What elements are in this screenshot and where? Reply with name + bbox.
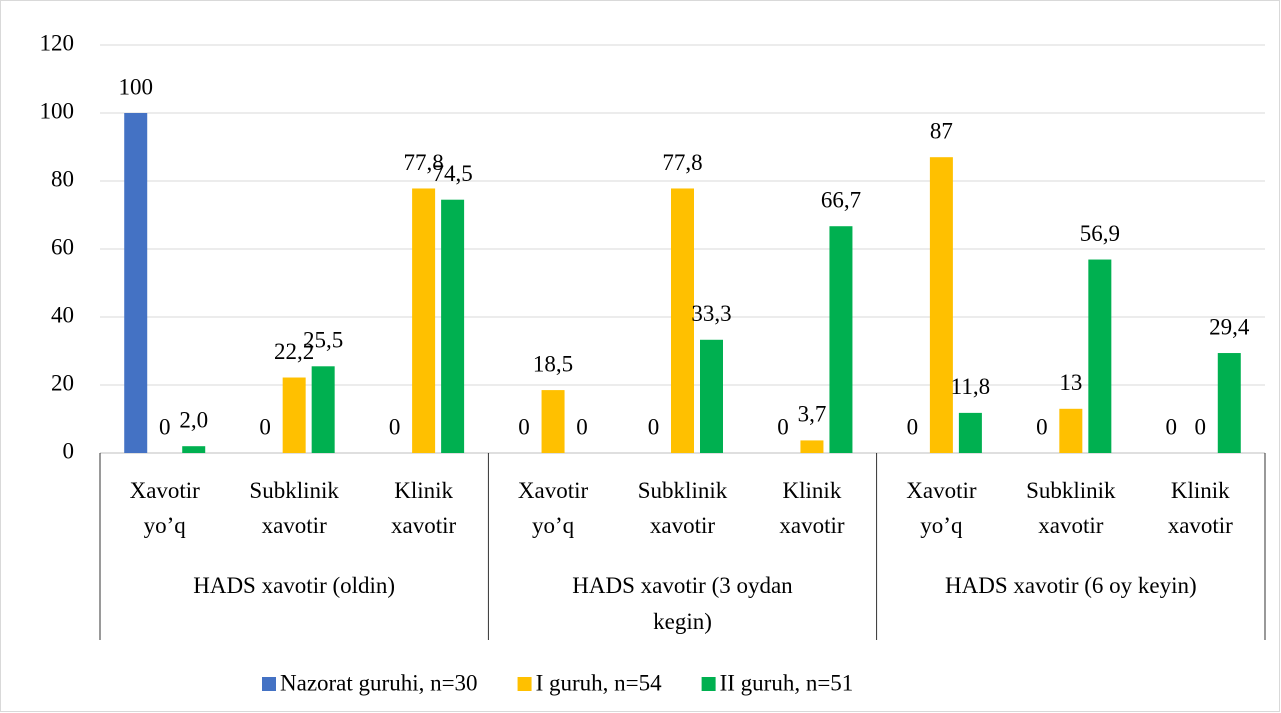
- data-label: 0: [259, 414, 271, 439]
- y-tick-label: 20: [51, 370, 74, 395]
- x-tick-label-line: Subklinik: [249, 478, 339, 503]
- group-label-line: HADS xavotir (6 oy keyin): [945, 573, 1197, 598]
- y-tick-label: 0: [63, 438, 75, 463]
- data-label: 77,8: [403, 150, 443, 175]
- x-tick-label-line: Xavotir: [906, 478, 977, 503]
- data-label: 29,4: [1209, 314, 1250, 339]
- data-label: 3,7: [798, 402, 827, 427]
- data-label: 18,5: [533, 351, 573, 376]
- data-label: 74,5: [432, 161, 472, 186]
- data-label: 11,8: [951, 374, 990, 399]
- x-tick-label: Xavotir yo’q: [130, 478, 201, 538]
- x-tick-label: Klinik xavotir: [391, 478, 456, 538]
- legend-label: I guruh, n=54: [536, 670, 663, 695]
- bar: [182, 446, 206, 453]
- x-tick-label-line: xavotir: [779, 513, 844, 538]
- x-tick-label-line: xavotir: [650, 513, 715, 538]
- x-tick-label: Klinik xavotir: [779, 478, 844, 538]
- x-tick-label: Xavotir yo’q: [906, 478, 977, 538]
- y-tick-label: 40: [51, 302, 74, 327]
- x-tick-label-line: yo’q: [532, 513, 575, 538]
- bar: [1088, 259, 1112, 453]
- data-label: 66,7: [821, 188, 861, 213]
- bar: [124, 113, 148, 453]
- data-label: 0: [907, 414, 919, 439]
- group-label: HADS xavotir (3 oydan kegin): [572, 573, 793, 634]
- x-tick-label-line: xavotir: [262, 513, 327, 538]
- data-label: 77,8: [662, 150, 702, 175]
- group-label-line: HADS xavotir (3 oydan: [572, 573, 793, 598]
- x-tick-label: Subklinik xavotir: [249, 478, 339, 538]
- data-label: 0: [1036, 414, 1048, 439]
- legend-label: Nazorat guruhi, n=30: [280, 670, 478, 695]
- bar: [412, 188, 436, 454]
- data-label: 0: [576, 414, 588, 439]
- x-tick-label-line: Xavotir: [130, 478, 201, 503]
- data-label: 87: [930, 118, 953, 143]
- bar: [282, 377, 306, 453]
- data-label: 0: [159, 414, 171, 439]
- legend-swatch: [701, 677, 716, 691]
- group-label-line: HADS xavotir (oldin): [193, 573, 395, 598]
- data-label: 0: [777, 414, 789, 439]
- data-label: 56,9: [1080, 221, 1120, 246]
- legend-swatch: [262, 677, 276, 691]
- y-tick-label: 60: [51, 234, 74, 259]
- bar: [1217, 353, 1241, 453]
- x-tick-label-line: Klinik: [394, 478, 453, 503]
- bar: [671, 188, 694, 454]
- data-label: 0: [1166, 414, 1178, 439]
- data-label: 13: [1059, 370, 1082, 395]
- x-tick-label-line: xavotir: [1038, 513, 1103, 538]
- x-tick-label: Subklinik xavotir: [1026, 478, 1116, 538]
- bar: [829, 226, 853, 453]
- bar: [800, 440, 824, 453]
- y-tick-label: 80: [51, 166, 74, 191]
- x-tick-label: Klinik xavotir: [1168, 478, 1233, 538]
- group-label-line: kegin): [653, 609, 712, 634]
- x-tick-label: Xavotir yo’q: [518, 478, 589, 538]
- x-tick-label: Subklinik xavotir: [638, 478, 728, 538]
- data-label: 22,2: [274, 339, 314, 364]
- x-tick-label-line: yo’q: [920, 513, 963, 538]
- bar: [541, 390, 565, 453]
- data-label: 2,0: [179, 407, 208, 432]
- x-tick-label-line: Subklinik: [638, 478, 728, 503]
- bar: [929, 157, 953, 453]
- y-tick-label: 120: [40, 30, 75, 55]
- x-tick-label-line: xavotir: [1168, 513, 1233, 538]
- data-label: 25,5: [303, 328, 343, 353]
- x-tick-label-line: yo’q: [144, 513, 187, 538]
- x-tick-label-line: xavotir: [391, 513, 456, 538]
- data-label: 0: [648, 414, 660, 439]
- x-tick-label-line: Subklinik: [1026, 478, 1116, 503]
- x-tick-label-line: Klinik: [783, 478, 842, 503]
- bar: [311, 366, 335, 453]
- bar: [1059, 408, 1083, 453]
- x-tick-label-line: Klinik: [1171, 478, 1230, 503]
- legend-swatch: [517, 677, 532, 691]
- group-label: HADS xavotir (6 oy keyin): [945, 573, 1197, 598]
- bar: [958, 412, 982, 453]
- y-tick-label: 100: [40, 98, 75, 123]
- data-label: 100: [118, 74, 153, 99]
- data-label: 0: [389, 414, 401, 439]
- bar: [441, 199, 465, 453]
- data-label: 0: [518, 414, 530, 439]
- group-label: HADS xavotir (oldin): [193, 573, 395, 598]
- data-label: 0: [1195, 414, 1207, 439]
- bar: [700, 339, 723, 453]
- x-tick-label-line: Xavotir: [518, 478, 589, 503]
- legend-label: II guruh, n=51: [720, 670, 854, 695]
- data-label: 33,3: [691, 301, 731, 326]
